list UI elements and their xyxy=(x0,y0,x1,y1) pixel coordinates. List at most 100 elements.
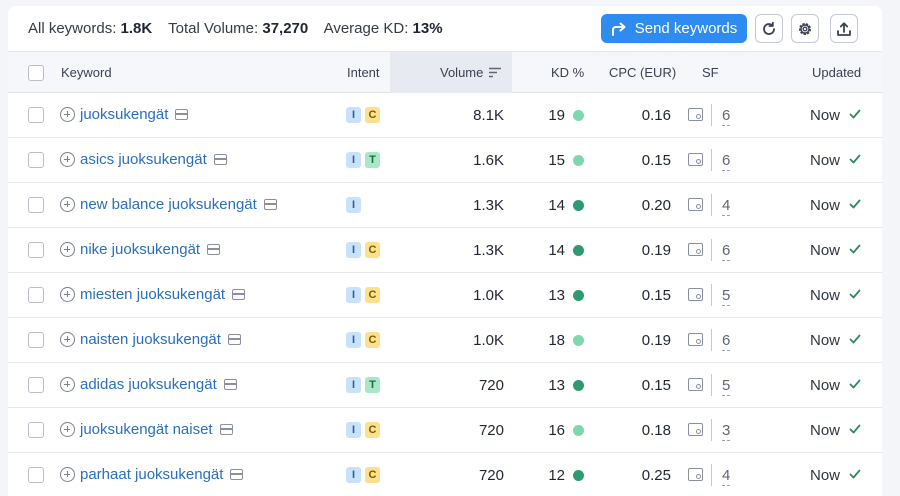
kd-indicator-dot xyxy=(573,425,584,436)
check-icon xyxy=(849,424,861,434)
serp-features-count[interactable]: 6 xyxy=(722,107,731,126)
serp-preview-icon[interactable] xyxy=(230,469,244,480)
keyword-link[interactable]: nike juoksukengät xyxy=(80,241,201,258)
intent-badge-c: C xyxy=(365,287,380,303)
serp-features-count[interactable]: 4 xyxy=(722,197,731,216)
add-keyword-icon[interactable] xyxy=(60,197,75,212)
serp-features-icon[interactable] xyxy=(688,468,703,481)
serp-preview-icon[interactable] xyxy=(175,109,189,120)
refresh-button[interactable] xyxy=(755,14,783,43)
add-keyword-icon[interactable] xyxy=(60,467,75,482)
sf-divider xyxy=(711,419,712,441)
keyword-link[interactable]: parhaat juoksukengät xyxy=(80,466,224,483)
send-keywords-button[interactable]: Send keywords xyxy=(601,14,747,43)
serp-preview-icon[interactable] xyxy=(207,244,221,255)
intent-badge-i: I xyxy=(346,467,361,483)
row-checkbox[interactable] xyxy=(28,467,44,483)
intent-badge-c: C xyxy=(365,242,380,258)
row-checkbox[interactable] xyxy=(28,422,44,438)
cpc-value: 0.25 xyxy=(641,467,671,484)
average-kd-value: 13% xyxy=(412,20,443,37)
volume-value: 1.6K xyxy=(473,152,504,169)
row-checkbox[interactable] xyxy=(28,377,44,393)
keyword-link[interactable]: new balance juoksukengät xyxy=(80,196,257,213)
cpc-value: 0.20 xyxy=(641,197,671,214)
serp-features-count[interactable]: 4 xyxy=(722,467,731,486)
keyword-link[interactable]: asics juoksukengät xyxy=(80,151,207,168)
row-checkbox[interactable] xyxy=(28,332,44,348)
add-keyword-icon[interactable] xyxy=(60,242,75,257)
column-header-sf[interactable]: SF xyxy=(702,65,719,80)
keyword-link[interactable]: naisten juoksukengät xyxy=(80,331,221,348)
column-header-intent[interactable]: Intent xyxy=(347,65,380,80)
keyword-link[interactable]: adidas juoksukengät xyxy=(80,376,217,393)
add-keyword-icon[interactable] xyxy=(60,422,75,437)
check-icon xyxy=(849,334,861,344)
intent-badge-c: C xyxy=(365,332,380,348)
serp-features-icon[interactable] xyxy=(688,333,703,346)
serp-features-icon[interactable] xyxy=(688,153,703,166)
serp-preview-icon[interactable] xyxy=(263,199,277,210)
cpc-value: 0.19 xyxy=(641,332,671,349)
keyword-link[interactable]: juoksukengät naiset xyxy=(80,421,213,438)
row-checkbox[interactable] xyxy=(28,197,44,213)
serp-features-count[interactable]: 6 xyxy=(722,152,731,171)
kd-indicator-dot xyxy=(573,245,584,256)
settings-button[interactable] xyxy=(791,14,819,43)
add-keyword-icon[interactable] xyxy=(60,152,75,167)
kd-value: 14 xyxy=(548,242,565,259)
volume-value: 720 xyxy=(478,467,504,484)
column-header-cpc[interactable]: CPC (EUR) xyxy=(609,65,677,80)
check-icon xyxy=(849,379,861,389)
add-keyword-icon[interactable] xyxy=(60,332,75,347)
intent-badge-i: I xyxy=(346,242,361,258)
serp-features-count[interactable]: 6 xyxy=(722,242,731,261)
column-header-updated[interactable]: Updated xyxy=(812,65,862,80)
serp-features-icon[interactable] xyxy=(688,378,703,391)
serp-features-icon[interactable] xyxy=(688,108,703,121)
add-keyword-icon[interactable] xyxy=(60,377,75,392)
select-all-checkbox[interactable] xyxy=(28,65,44,81)
serp-features-count[interactable]: 3 xyxy=(722,422,731,441)
keyword-cell: asics juoksukengät xyxy=(60,151,227,168)
serp-preview-icon[interactable] xyxy=(213,154,227,165)
row-checkbox[interactable] xyxy=(28,242,44,258)
column-header-volume[interactable]: Volume xyxy=(440,65,484,80)
serp-features-count[interactable]: 5 xyxy=(722,287,731,306)
serp-preview-icon[interactable] xyxy=(232,289,246,300)
volume-value: 720 xyxy=(478,422,504,439)
keyword-link[interactable]: miesten juoksukengät xyxy=(80,286,226,303)
serp-features-icon[interactable] xyxy=(688,198,703,211)
column-header-kd[interactable]: KD % xyxy=(551,65,585,80)
kd-value: 14 xyxy=(548,197,565,214)
row-checkbox[interactable] xyxy=(28,287,44,303)
serp-features-count[interactable]: 5 xyxy=(722,377,731,396)
export-button[interactable] xyxy=(830,14,858,43)
row-checkbox[interactable] xyxy=(28,152,44,168)
column-header-keyword[interactable]: Keyword xyxy=(61,65,112,80)
serp-preview-icon[interactable] xyxy=(223,379,237,390)
keyword-link[interactable]: juoksukengät xyxy=(80,106,169,123)
kd-value: 19 xyxy=(548,107,565,124)
serp-features-icon[interactable] xyxy=(688,423,703,436)
sort-descending-icon[interactable] xyxy=(489,67,501,78)
serp-preview-icon[interactable] xyxy=(227,334,241,345)
gear-icon xyxy=(799,22,811,35)
serp-features-icon[interactable] xyxy=(688,288,703,301)
intent-badge-i: I xyxy=(346,107,361,123)
keyword-cell: juoksukengät xyxy=(60,106,189,123)
cpc-value: 0.18 xyxy=(641,422,671,439)
add-keyword-icon[interactable] xyxy=(60,287,75,302)
add-keyword-icon[interactable] xyxy=(60,107,75,122)
serp-preview-icon[interactable] xyxy=(219,424,233,435)
keyword-cell: naisten juoksukengät xyxy=(60,331,241,348)
serp-features-icon[interactable] xyxy=(688,243,703,256)
row-checkbox[interactable] xyxy=(28,107,44,123)
average-kd-label: Average KD: xyxy=(323,20,409,37)
serp-features-count[interactable]: 6 xyxy=(722,332,731,351)
